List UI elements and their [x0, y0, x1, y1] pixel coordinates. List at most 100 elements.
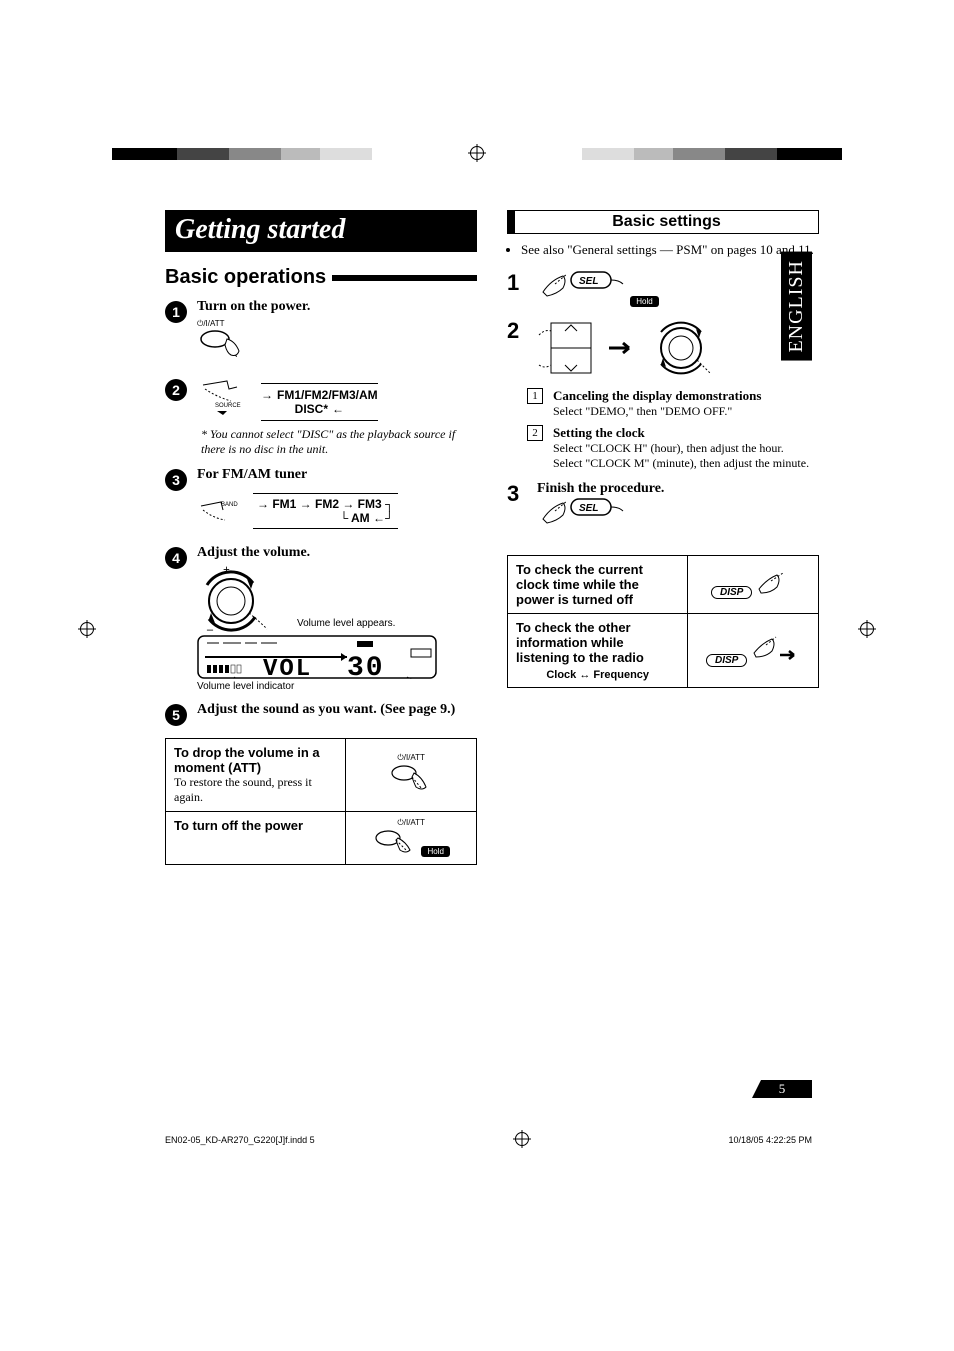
color-bar-right: [582, 148, 842, 160]
footer-file: EN02-05_KD-AR270_G220[J]f.indd 5: [165, 1135, 315, 1145]
power-off-label: To turn off the power: [174, 818, 337, 833]
basic-operations-heading: Basic operations: [165, 266, 477, 289]
settings-step-1: 1 SEL Hold: [507, 270, 819, 308]
radio-info-label: To check the other information while lis…: [516, 620, 679, 665]
intro-text: See also "General settings — PSM" on pag…: [521, 242, 819, 258]
power-btn-label: ⏻/I/ATT: [354, 818, 468, 828]
step-1: 1 Turn on the power. ⏻/I/ATT: [165, 299, 477, 367]
disp-button: DISP: [711, 586, 752, 599]
title-banner: Getting started: [165, 210, 477, 252]
footer-timestamp: 10/18/05 4:22:25 PM: [728, 1135, 812, 1145]
registration-mark-left: [78, 620, 96, 638]
step-3-title: For FM/AM tuner: [197, 467, 477, 483]
step-4: 4 Adjust the volume. + –: [165, 545, 477, 692]
heading-text: Basic settings: [515, 211, 818, 233]
step-number: 1: [507, 270, 527, 308]
source-button-icon: SOURCE: [197, 377, 253, 417]
att-power-table: To drop the volume in a moment (ATT) To …: [165, 738, 477, 865]
svg-text:SEL: SEL: [579, 503, 598, 514]
finger-press-icon: [197, 329, 247, 363]
step-number-icon: 2: [165, 379, 187, 401]
sub-title: Canceling the display demonstrations: [553, 388, 819, 404]
arrow-right-icon: [607, 340, 637, 356]
band-button-icon: BAND: [197, 496, 247, 526]
registration-mark-right: [858, 620, 876, 638]
display-panel-icon: VOL 30: [197, 635, 437, 679]
heading-rule: [332, 275, 477, 281]
color-bar-left: [112, 148, 372, 160]
sel-button-press-icon: SEL: [537, 270, 627, 304]
step-4-title: Adjust the volume.: [197, 545, 477, 561]
step-number: 2: [507, 318, 527, 378]
step-3-title: Finish the procedure.: [537, 481, 819, 497]
sub-body: Select "DEMO," then "DEMO OFF.": [553, 404, 732, 418]
flow-top: FM1/FM2/FM3/AM: [277, 388, 378, 402]
volume-appears-caption: Volume level appears.: [297, 618, 395, 629]
step-5-title: Adjust the sound as you want. (See page …: [197, 702, 477, 718]
svg-text:VOL: VOL: [263, 656, 312, 679]
step-5: 5 Adjust the sound as you want. (See pag…: [165, 702, 477, 726]
right-column: Basic settings See also "General setting…: [507, 210, 819, 865]
svg-text:SEL: SEL: [579, 276, 598, 287]
source-flow: →FM1/FM2/FM3/AM DISC*←: [261, 383, 378, 421]
band-flow-top: FM1 → FM2 → FM3: [272, 497, 381, 511]
box-number: 2: [527, 425, 543, 441]
finger-press-icon: [388, 763, 434, 793]
step-number-icon: 3: [165, 469, 187, 491]
band-flow-bottom: AM: [351, 511, 370, 525]
table-row: To check the other information while lis…: [508, 614, 819, 688]
box-number: 1: [527, 388, 543, 404]
step-number-icon: 4: [165, 547, 187, 569]
step-number: 3: [507, 481, 527, 535]
power-att-label: ⏻/I/ATT: [197, 319, 477, 329]
left-column: Getting started Basic operations 1 Turn …: [165, 210, 477, 865]
manual-page: ENGLISH Getting started Basic operations…: [0, 0, 954, 1351]
svg-text:–: –: [206, 622, 214, 635]
table-row: To drop the volume in a moment (ATT) To …: [166, 739, 477, 812]
att-restore: To restore the sound, press it again.: [174, 775, 337, 805]
settings-step-3: 3 Finish the procedure. SEL: [507, 481, 819, 535]
disc-note: * You cannot select "DISC" as the playba…: [197, 427, 477, 457]
step-3: 3 For FM/AM tuner BAND → FM1 → FM2 → FM3…: [165, 467, 477, 535]
sub-title: Setting the clock: [553, 425, 819, 441]
settings-step-2: 2: [507, 318, 819, 378]
footer: EN02-05_KD-AR270_G220[J]f.indd 5 10/18/0…: [165, 1130, 812, 1150]
step-2: 2 SOURCE →FM1/FM2/FM3/AM: [165, 377, 477, 457]
svg-text:BAND: BAND: [221, 502, 238, 508]
printer-marks-top: [0, 148, 954, 168]
volume-dial-icon: + –: [197, 565, 277, 635]
sel-button-press-icon: SEL: [537, 497, 627, 531]
up-down-buttons-icon: [537, 321, 597, 375]
sub-item-1: 1 Canceling the display demonstrations S…: [507, 388, 819, 419]
page-number: 5: [752, 1080, 812, 1098]
svg-text:30: 30: [347, 653, 385, 679]
registration-mark-bottom: [513, 1130, 531, 1150]
hold-badge: Hold: [421, 846, 449, 857]
table-row: To turn off the power ⏻/I/ATT Hold: [166, 812, 477, 865]
table-row: To check the current clock time while th…: [508, 556, 819, 614]
finger-press-icon: [755, 571, 795, 595]
registration-mark-top: [468, 144, 486, 162]
rotate-dial-icon: [647, 318, 717, 378]
clock-off-label: To check the current clock time while th…: [516, 562, 679, 607]
volume-indicator-caption: Volume level indicator: [197, 681, 477, 692]
clock-freq-toggle: Clock ↔ Frequency: [516, 669, 679, 681]
svg-text:SOURCE: SOURCE: [215, 403, 241, 409]
step-number-icon: 1: [165, 301, 187, 323]
step-number-icon: 5: [165, 704, 187, 726]
basic-settings-heading: Basic settings: [507, 210, 819, 234]
intro-bullet: See also "General settings — PSM" on pag…: [507, 242, 819, 258]
clock-check-table: To check the current clock time while th…: [507, 555, 819, 688]
finger-press-arrow-icon: [750, 635, 800, 663]
sub-body: Select "CLOCK H" (hour), then adjust the…: [553, 441, 809, 470]
finger-press-icon: [372, 828, 418, 854]
sub-item-2: 2 Setting the clock Select "CLOCK H" (ho…: [507, 425, 819, 471]
heading-text: Basic operations: [165, 266, 326, 289]
band-flow: → FM1 → FM2 → FM3 ┐ └ AM ←┘: [253, 493, 398, 529]
disp-button: DISP: [706, 654, 747, 667]
content-columns: Getting started Basic operations 1 Turn …: [165, 210, 819, 865]
hold-badge: Hold: [630, 296, 658, 307]
att-btn-label: ⏻/I/ATT: [354, 753, 468, 763]
att-label: To drop the volume in a moment (ATT): [174, 745, 337, 775]
step-1-title: Turn on the power.: [197, 299, 477, 315]
